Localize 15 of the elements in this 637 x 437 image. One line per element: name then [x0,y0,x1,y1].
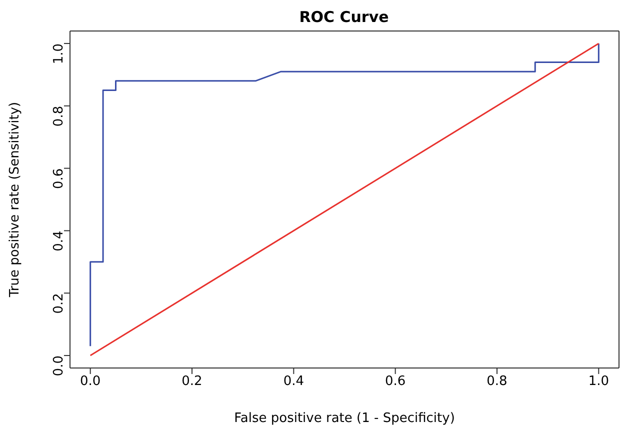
x-tick-label: 1.0 [588,374,610,390]
y-axis-title: True positive rate (Sensitivity) [8,102,23,298]
y-tick-label: 0.2 [52,293,67,314]
y-tick-label: 0.0 [52,356,67,376]
x-tick-label: 0.4 [283,374,304,390]
y-tick-label: 0.6 [52,168,67,189]
y-tick-label: 0.8 [52,106,67,127]
x-tick-label: 0.8 [486,374,508,390]
x-tick-label: 0.0 [80,374,101,390]
y-tick-label: 1.0 [52,43,67,64]
x-axis-title: False positive rate (1 - Specificity) [234,411,455,426]
chart-title: ROC Curve [298,8,390,26]
x-tick-label: 0.6 [384,374,406,390]
y-tick-label: 0.4 [52,230,67,252]
x-tick-label: 0.2 [182,374,202,390]
